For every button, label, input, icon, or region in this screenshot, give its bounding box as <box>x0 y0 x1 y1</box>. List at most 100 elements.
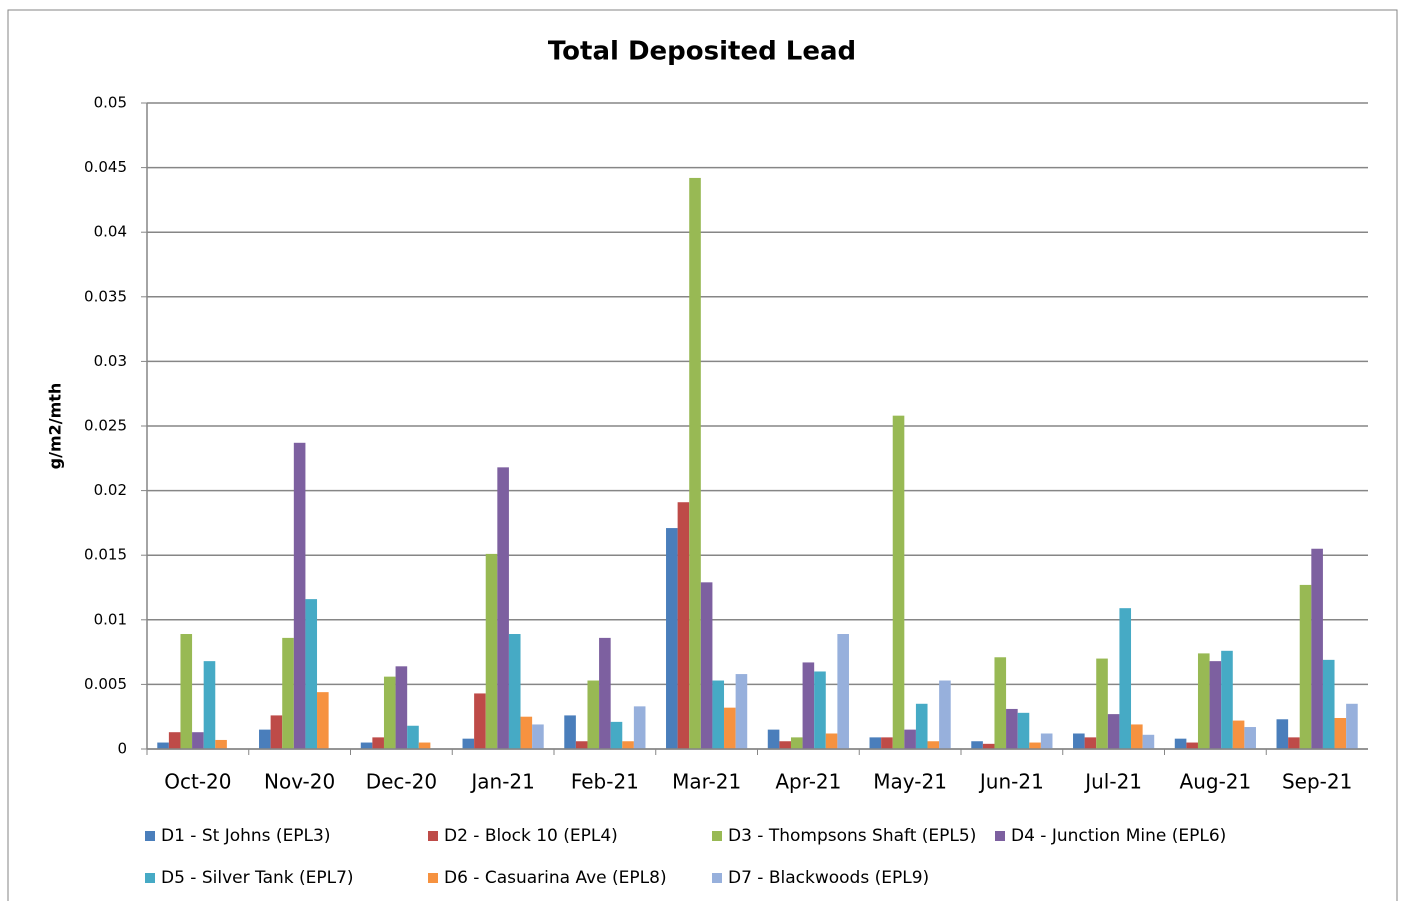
bar <box>1142 734 1155 749</box>
bar <box>971 741 983 749</box>
y-tick-label: 0 <box>117 740 127 758</box>
x-tick-label: Mar-21 <box>672 770 741 794</box>
bar <box>724 707 736 749</box>
bar <box>1186 742 1198 749</box>
bar <box>1288 737 1300 749</box>
bar <box>1174 738 1187 749</box>
bar <box>622 741 634 749</box>
bar <box>1107 714 1120 749</box>
legend-label: D3 - Thompsons Shaft (EPL5) <box>728 826 976 846</box>
legend-label: D1 - St Johns (EPL3) <box>161 826 330 846</box>
x-tick-label: Jul-21 <box>1083 770 1142 794</box>
legend-label: D5 - Silver Tank (EPL7) <box>161 868 354 888</box>
x-tick-label: Sep-21 <box>1282 770 1352 794</box>
x-tick-label: Aug-21 <box>1180 770 1252 794</box>
bar <box>270 715 283 749</box>
legend-label: D6 - Casuarina Ave (EPL8) <box>444 868 667 888</box>
bar <box>1073 733 1085 749</box>
legend-swatch <box>145 831 155 841</box>
bar <box>497 467 509 749</box>
bar <box>395 666 408 749</box>
y-tick-label: 0.005 <box>84 675 127 693</box>
x-tick-label: Jan-21 <box>469 770 535 794</box>
bar <box>305 599 318 749</box>
y-tick-label: 0.045 <box>84 158 127 176</box>
y-tick-label: 0.02 <box>94 481 127 499</box>
x-tick-label: May-21 <box>873 770 947 794</box>
chart-title: Total Deposited Lead <box>548 37 856 67</box>
y-tick-label: 0.025 <box>84 417 127 435</box>
bar <box>677 502 690 749</box>
bar <box>927 741 940 749</box>
bar <box>881 737 893 749</box>
bar <box>779 741 791 749</box>
bar <box>192 732 204 749</box>
bar <box>360 742 373 749</box>
legend-label: D4 - Junction Mine (EPL6) <box>1011 826 1226 846</box>
bar <box>180 634 193 749</box>
bar <box>1322 659 1335 749</box>
bar <box>203 661 216 749</box>
bar <box>282 637 294 749</box>
bar <box>994 657 1007 749</box>
legend-label: D7 - Blackwoods (EPL9) <box>728 868 929 888</box>
legend-swatch <box>428 831 438 841</box>
bar <box>735 674 748 749</box>
x-tick-label: Oct-20 <box>164 770 231 794</box>
bar <box>599 637 611 749</box>
bar <box>837 634 849 749</box>
bar <box>1119 608 1132 749</box>
bar <box>892 415 905 749</box>
bar <box>407 725 419 749</box>
bar <box>689 177 701 749</box>
legend-swatch <box>712 831 722 841</box>
bar <box>1209 661 1222 749</box>
bar <box>869 737 882 749</box>
bar <box>1006 708 1018 749</box>
bar <box>825 733 838 749</box>
x-tick-label: Dec-20 <box>366 770 437 794</box>
bar <box>259 729 271 749</box>
bar <box>1040 733 1053 749</box>
bar <box>418 742 431 749</box>
y-tick-label: 0.03 <box>94 352 127 370</box>
bar <box>1334 717 1347 749</box>
bar <box>915 703 928 749</box>
bar <box>700 582 713 749</box>
chart-border <box>7 9 1398 901</box>
x-tick-label: Jun-21 <box>978 770 1044 794</box>
y-tick-label: 0.04 <box>94 223 127 241</box>
bar <box>1029 742 1041 749</box>
bar <box>168 732 181 749</box>
bar <box>814 671 826 749</box>
bar <box>293 442 306 749</box>
bar <box>215 739 227 749</box>
bar <box>1221 650 1233 749</box>
bar <box>1311 548 1323 749</box>
bar <box>157 742 169 749</box>
bar <box>1131 724 1143 749</box>
bar <box>1084 737 1097 749</box>
bar <box>633 706 646 749</box>
bar <box>1244 727 1256 749</box>
bar <box>532 724 544 749</box>
bar <box>317 692 329 749</box>
bar <box>1299 584 1312 749</box>
bar <box>939 680 951 749</box>
bar <box>1096 658 1108 749</box>
bar <box>767 729 780 749</box>
bar <box>508 634 521 749</box>
bar <box>575 741 588 749</box>
y-axis-label: g/m2/mth <box>46 383 65 470</box>
bar <box>666 528 678 749</box>
y-tick-label: 0.035 <box>84 287 127 305</box>
bar <box>712 680 725 749</box>
bar <box>790 737 803 749</box>
x-tick-label: Feb-21 <box>571 770 639 794</box>
bar <box>485 553 498 749</box>
bar <box>1197 653 1210 749</box>
bar <box>564 715 576 749</box>
bar <box>610 721 623 749</box>
